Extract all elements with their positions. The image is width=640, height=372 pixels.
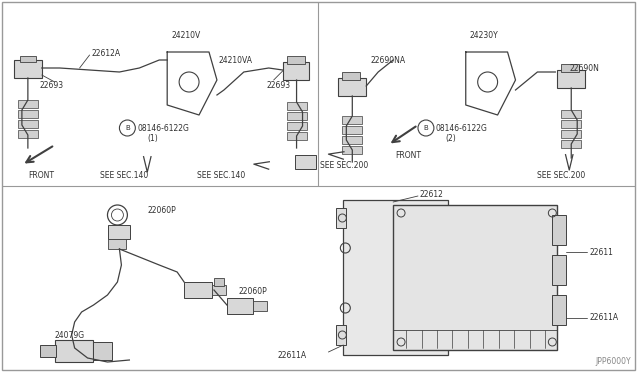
Text: SEE SEC.200: SEE SEC.200 [321, 160, 369, 170]
Text: 22611: 22611 [589, 247, 613, 257]
Text: 24210V: 24210V [171, 31, 200, 39]
Bar [343, 200, 448, 355]
Text: 22060P: 22060P [147, 205, 176, 215]
Text: (1): (1) [147, 134, 158, 142]
Text: 08146-6122G: 08146-6122G [138, 124, 189, 132]
Bar [20, 56, 36, 62]
Bar [287, 112, 307, 120]
Bar [283, 62, 308, 80]
Bar [561, 64, 579, 72]
Text: 24079G: 24079G [55, 330, 85, 340]
Bar [287, 56, 305, 64]
Bar [552, 255, 566, 285]
Text: 22690NA: 22690NA [370, 55, 405, 64]
Bar [342, 126, 362, 134]
Bar [342, 136, 362, 144]
Bar [552, 215, 566, 245]
Bar [18, 100, 38, 108]
Text: SEE SEC.140: SEE SEC.140 [99, 170, 148, 180]
Bar [337, 325, 346, 345]
Bar [342, 72, 360, 80]
Bar [448, 215, 456, 230]
Bar [342, 116, 362, 124]
Text: 08146-6122G: 08146-6122G [436, 124, 488, 132]
Bar [18, 110, 38, 118]
Text: 22611A: 22611A [277, 350, 307, 359]
Bar [287, 122, 307, 130]
Bar [552, 295, 566, 325]
Text: 22612: 22612 [420, 189, 444, 199]
Bar [561, 140, 581, 148]
Text: 22611A: 22611A [589, 314, 618, 323]
Text: SEE SEC.200: SEE SEC.200 [538, 170, 586, 180]
Bar [93, 342, 113, 360]
Bar [557, 70, 585, 88]
Bar [253, 301, 267, 311]
Text: B: B [424, 125, 428, 131]
Bar [40, 345, 56, 357]
Bar [337, 208, 346, 228]
Text: B: B [125, 125, 130, 131]
Bar [339, 78, 366, 96]
Bar [448, 325, 456, 340]
Bar [214, 278, 224, 286]
Text: 22612A: 22612A [92, 48, 121, 58]
Text: (2): (2) [446, 134, 456, 142]
Text: 24230Y: 24230Y [470, 31, 499, 39]
Bar [184, 282, 212, 298]
Bar [294, 155, 316, 169]
Bar [55, 340, 93, 362]
Bar [561, 130, 581, 138]
Bar [18, 130, 38, 138]
Bar [14, 60, 42, 78]
Text: 22690N: 22690N [569, 64, 599, 73]
Bar [393, 205, 557, 350]
Bar [227, 298, 253, 314]
Text: FRONT: FRONT [395, 151, 421, 160]
Bar [287, 102, 307, 110]
Bar [18, 120, 38, 128]
Bar [561, 120, 581, 128]
Bar [108, 225, 131, 239]
Bar [108, 239, 126, 249]
Text: SEE SEC.140: SEE SEC.140 [197, 170, 245, 180]
Bar [212, 285, 226, 295]
Bar [561, 110, 581, 118]
Bar [342, 146, 362, 154]
Text: JPP6000Y: JPP6000Y [595, 357, 631, 366]
Text: 22060P: 22060P [239, 288, 268, 296]
Text: 24210VA: 24210VA [219, 55, 253, 64]
Text: FRONT: FRONT [28, 170, 54, 180]
Text: 22693: 22693 [267, 80, 291, 90]
Bar [287, 132, 307, 140]
Text: 22693: 22693 [40, 80, 64, 90]
